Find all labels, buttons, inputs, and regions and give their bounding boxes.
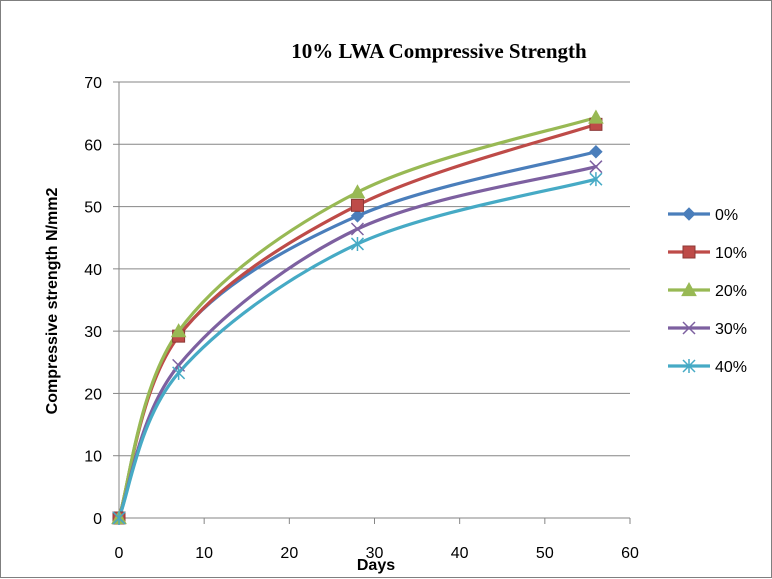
y-tick-label: 30 xyxy=(84,324,102,341)
y-tick-label: 60 xyxy=(84,137,102,154)
legend-marker xyxy=(681,281,697,297)
y-tick-label: 0 xyxy=(93,511,102,528)
x-tick-label: 50 xyxy=(536,545,554,562)
y-tick-label: 50 xyxy=(84,200,102,217)
data-point-series-3 xyxy=(350,222,364,236)
data-point-series-3 xyxy=(589,160,603,174)
legend-label: 30% xyxy=(715,321,747,338)
y-tick-label: 20 xyxy=(84,386,102,403)
gridlines xyxy=(119,81,630,457)
x-axis-title: Days xyxy=(357,557,395,574)
legend-label: 20% xyxy=(715,283,747,300)
data-point-series-0 xyxy=(350,209,365,223)
data-point-series-4 xyxy=(112,511,126,525)
series-line-4 xyxy=(117,177,598,520)
legend: 0% 10% 20% 30% 40% xyxy=(668,207,747,376)
chart-title: 10% LWA Compressive Strength xyxy=(291,39,587,63)
y-axis-title: Compressive strength N/mm2 xyxy=(44,188,61,415)
legend-label: 0% xyxy=(715,207,738,224)
y-tick-label: 40 xyxy=(84,262,102,279)
legend-label: 40% xyxy=(715,359,747,376)
legend-marker xyxy=(682,321,696,335)
axis-ticks: 0 10 20 30 40 50 60 70 0 10 20 30 40 50 60 xyxy=(84,75,639,562)
data-point-series-4 xyxy=(172,365,186,380)
series-line-1 xyxy=(117,122,598,520)
legend-marker xyxy=(682,207,696,221)
x-tick-label: 30 xyxy=(366,545,384,562)
legend-marker xyxy=(682,245,696,259)
plot-area xyxy=(111,109,604,525)
data-point-series-4 xyxy=(589,172,603,187)
data-point-series-2 xyxy=(349,184,366,199)
data-point-series-0 xyxy=(589,145,603,159)
y-tick-label: 70 xyxy=(84,75,102,92)
x-tick-label: 10 xyxy=(195,545,213,562)
legend-marker xyxy=(682,359,696,373)
data-point-series-1 xyxy=(350,198,364,212)
x-tick-label: 40 xyxy=(451,545,469,562)
data-point-series-2 xyxy=(170,323,187,338)
x-tick-label: 60 xyxy=(621,545,639,562)
y-tick-label: 10 xyxy=(84,449,102,466)
series-line-2 xyxy=(117,115,598,520)
x-tick-label: 0 xyxy=(115,545,124,562)
data-point-series-4 xyxy=(350,236,364,251)
x-tick-label: 20 xyxy=(280,545,298,562)
legend-label: 10% xyxy=(715,245,747,262)
data-point-series-2 xyxy=(588,109,604,124)
